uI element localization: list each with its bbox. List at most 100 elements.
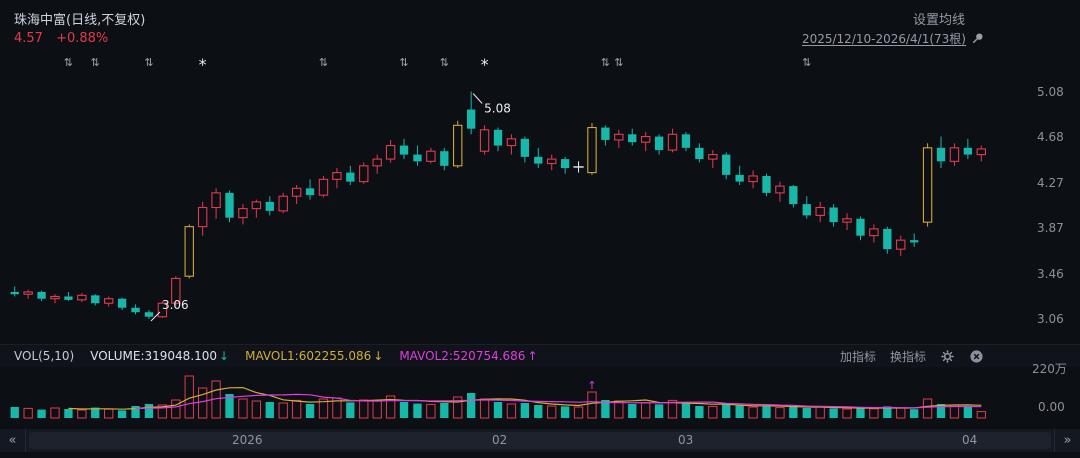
event-arrows-icon: ⇅ [601, 56, 610, 69]
candle [493, 129, 503, 146]
mavol2-value: MAVOL2:520754.686 [399, 349, 526, 363]
volume-bar [506, 403, 517, 419]
volume-bar [197, 387, 208, 419]
volume-bar [883, 406, 892, 418]
candle [91, 295, 100, 304]
volume-bar [829, 408, 838, 418]
event-star-icon: * [199, 55, 207, 74]
candle [883, 228, 892, 250]
candle [399, 145, 409, 155]
close-panel-icon[interactable] [969, 349, 984, 364]
candle [614, 133, 624, 141]
candle [628, 134, 637, 143]
volume-y-max-label: 220万 [1032, 362, 1067, 376]
y-axis-label: 3.87 [1037, 220, 1064, 235]
candle [681, 134, 691, 148]
candle [748, 175, 758, 183]
candle [10, 291, 19, 295]
scrollbar-thumb[interactable] [29, 432, 1051, 449]
annotation-arrow [150, 311, 161, 322]
candle [440, 151, 449, 166]
candle [131, 307, 140, 313]
volume-bar [722, 404, 731, 418]
scrollbar-track[interactable] [27, 429, 1053, 452]
volume-bar [346, 402, 355, 418]
y-axis-label: 5.08 [1037, 84, 1064, 99]
candle [413, 154, 422, 162]
candle [534, 156, 543, 164]
candle [50, 295, 60, 300]
candle [385, 145, 396, 160]
candle [949, 147, 960, 162]
volume-bar [963, 407, 973, 418]
volume-bar [278, 402, 288, 419]
volume-bar [976, 411, 986, 419]
volume-bar [842, 408, 852, 419]
pin-icon[interactable] [971, 32, 984, 45]
candle [144, 312, 154, 317]
mavol2-direction-icon: ↑ [527, 349, 538, 363]
price-annotation: 3.06 [162, 298, 189, 312]
candle [426, 150, 436, 162]
candle [278, 195, 288, 212]
indicator-name[interactable]: VOL(5,10) [14, 349, 75, 363]
settings-gear-icon[interactable] [940, 349, 955, 364]
scroll-left-button[interactable]: « [0, 429, 26, 452]
candle [359, 165, 369, 183]
volume-bar [426, 403, 436, 419]
volume-bar [587, 391, 597, 419]
price-chart-canvas[interactable]: ⇅ ⇅ ⇅ * ⇅ ⇅ ⇅ * ⇅ ⇅ ⇅ 5.08 3.06 [8, 50, 988, 346]
volume-bar [77, 409, 87, 419]
volume-bar [171, 399, 181, 419]
volume-bar [385, 395, 396, 419]
volume-bar [667, 399, 678, 419]
volume-bar [896, 407, 906, 419]
volume-bar [493, 402, 503, 418]
event-star-icon: * [481, 55, 489, 74]
candle [856, 218, 865, 236]
candle [546, 158, 557, 165]
volume-bar [318, 398, 329, 419]
last-price: 4.57 [14, 31, 43, 46]
volume-bar [856, 407, 865, 418]
candle [654, 136, 664, 151]
volume-bar [144, 404, 154, 418]
event-arrows-icon: ⇅ [440, 56, 449, 69]
date-range[interactable]: 2025/12/10-2026/4/1(73根) [802, 30, 984, 47]
quote-row: 4.57 +0.88% [14, 31, 108, 46]
volume-bar [695, 406, 704, 418]
candle [789, 186, 798, 205]
mavol1-line [68, 386, 982, 410]
candle [238, 208, 248, 219]
candle [936, 147, 946, 162]
candle [37, 291, 46, 299]
candle [976, 148, 986, 156]
candle [896, 239, 906, 250]
volume-bar [762, 406, 771, 418]
scroll-right-button[interactable]: » [1054, 429, 1080, 452]
switch-indicator-button[interactable]: 换指标 [889, 349, 926, 364]
mavol2-line [135, 393, 982, 410]
ma-settings-button[interactable]: 设置均线 [913, 13, 966, 28]
volume-bar [910, 409, 919, 418]
volume-y-min-label: 0.00 [1038, 400, 1065, 414]
event-arrows-icon: ⇅ [319, 56, 328, 69]
volume-chart-canvas[interactable]: ↑ [8, 368, 988, 420]
candle [910, 240, 919, 243]
add-indicator-button[interactable]: 加指标 [839, 349, 876, 364]
candle [829, 207, 838, 223]
candle [117, 298, 127, 308]
volume-bar [91, 407, 100, 418]
volume-bar [802, 408, 811, 418]
volume-bar [815, 406, 825, 419]
volume-bar [520, 403, 530, 418]
candle [520, 138, 530, 157]
event-arrows-icon: ⇅ [64, 56, 73, 69]
volume-bar [251, 400, 262, 419]
change-percent: +0.88% [56, 31, 109, 46]
date-range-label[interactable]: 2025/12/10-2026/4/1(73根) [801, 32, 966, 46]
volume-event-arrow-icon: ↑ [587, 379, 596, 392]
volume-bar [372, 400, 382, 419]
volume-bar [775, 407, 785, 419]
volume-bar [305, 404, 315, 418]
